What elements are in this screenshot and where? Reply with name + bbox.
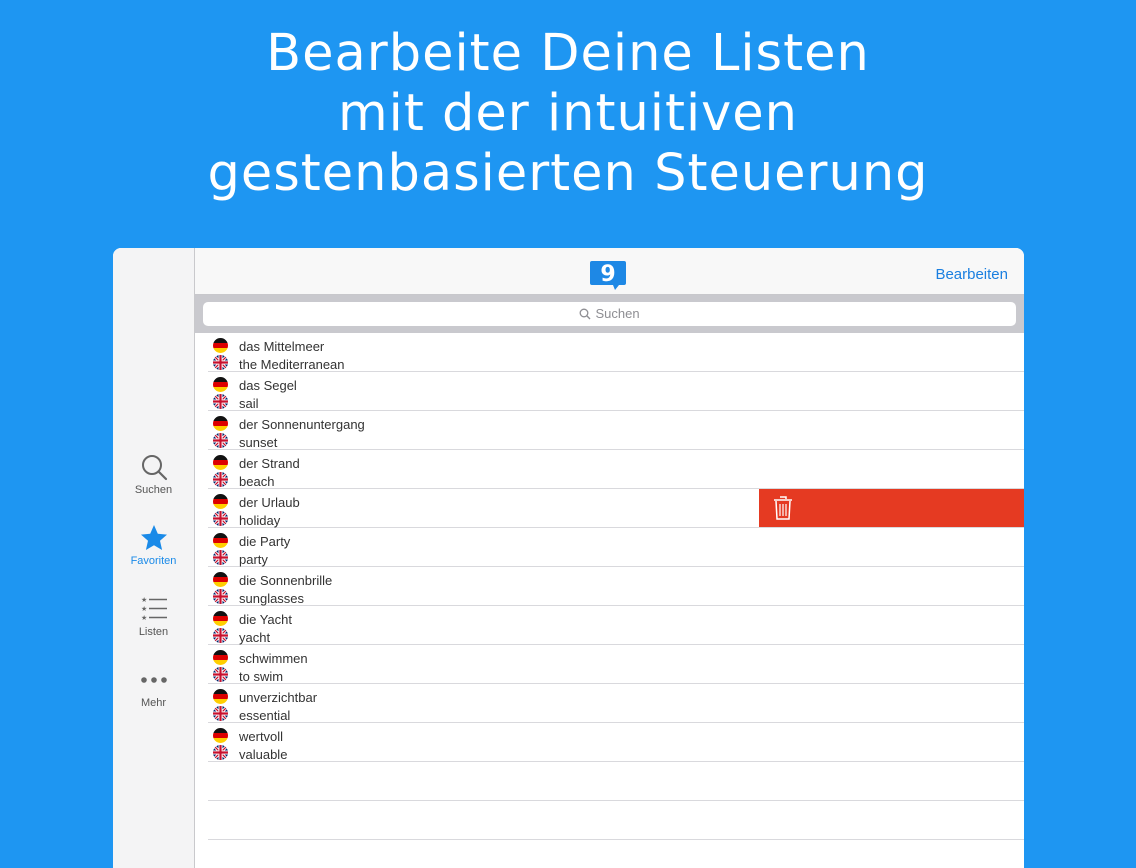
list-item[interactable]: der Sonnenuntergang sunset — [208, 411, 1024, 450]
german-flag-icon — [213, 611, 228, 626]
english-word: valuable — [239, 747, 288, 762]
german-word: das Segel — [239, 378, 297, 393]
german-flag-icon — [213, 728, 228, 743]
more-icon — [140, 677, 167, 683]
uk-flag-icon — [213, 511, 228, 526]
word-list: das Mittelmeer the Mediterranean das Segel… — [195, 333, 1024, 868]
sidebar-item-listen[interactable]: ★ ★ ★ Listen — [113, 594, 194, 638]
uk-flag-icon — [213, 589, 228, 604]
german-flag-icon — [213, 377, 228, 392]
search-icon — [141, 455, 167, 481]
uk-flag-icon — [213, 628, 228, 643]
headline: Bearbeite Deine Listen mit der intuitive… — [0, 24, 1136, 204]
search-placeholder: Suchen — [595, 306, 640, 321]
german-word: schwimmen — [239, 651, 308, 666]
english-word: to swim — [239, 669, 284, 684]
uk-flag-icon — [213, 433, 228, 448]
uk-flag-icon — [213, 394, 228, 409]
list-item[interactable]: die Yacht yacht — [208, 606, 1024, 645]
uk-flag-icon — [213, 745, 228, 760]
german-word: die Yacht — [239, 612, 293, 627]
sidebar-item-label: Favoriten — [130, 555, 177, 567]
headline-line-2: mit der intuitiven — [337, 84, 799, 143]
english-word: essential — [239, 708, 291, 723]
empty-row — [208, 840, 1024, 868]
german-word: wertvoll — [239, 729, 284, 744]
german-word: die Party — [239, 534, 291, 549]
trash-icon — [774, 496, 792, 520]
sidebar-item-mehr[interactable]: Mehr — [113, 665, 194, 709]
english-word: party — [239, 552, 268, 567]
german-flag-icon — [213, 689, 228, 704]
app-window: Suchen Favoriten ★ ★ ★ Listen — [113, 248, 1024, 868]
list-item[interactable]: das Mittelmeer the Mediterranean — [208, 333, 1024, 372]
german-flag-icon — [213, 572, 228, 587]
english-word: yacht — [239, 630, 271, 645]
uk-flag-icon — [213, 667, 228, 682]
uk-flag-icon — [213, 355, 228, 370]
list-icon: ★ ★ ★ — [141, 596, 167, 622]
sidebar-item-label: Listen — [138, 626, 169, 638]
sidebar-item-suchen[interactable]: Suchen — [113, 452, 194, 496]
list-item[interactable]: schwimmen to swim — [208, 645, 1024, 684]
empty-row — [208, 762, 1024, 801]
english-word: holiday — [239, 513, 281, 528]
english-word: sunglasses — [239, 591, 305, 606]
headline-line-1: Bearbeite Deine Listen — [266, 24, 870, 83]
sidebar-item-label: Mehr — [140, 697, 167, 709]
app-logo-text: 9 — [600, 262, 615, 287]
star-icon — [140, 525, 167, 550]
list-item[interactable]: der Strand beach — [208, 450, 1024, 489]
list-item[interactable]: wertvoll valuable — [208, 723, 1024, 762]
german-flag-icon — [213, 650, 228, 665]
german-word: der Strand — [239, 456, 300, 471]
headline-line-3: gestenbasierten Steuerung — [207, 144, 929, 203]
english-word: sail — [239, 396, 259, 411]
navbar: 9 Bearbeiten — [195, 248, 1024, 295]
english-word: beach — [239, 474, 275, 489]
app-logo-icon: 9 — [590, 261, 626, 290]
search-icon — [580, 308, 591, 320]
delete-button[interactable] — [759, 489, 1024, 527]
english-word: the Mediterranean — [239, 357, 345, 372]
english-word: sunset — [239, 435, 278, 450]
german-word: unverzichtbar — [239, 690, 318, 705]
svg-text:★: ★ — [141, 596, 147, 604]
german-flag-icon — [213, 338, 228, 353]
list-item[interactable]: der Urlaub holiday — [208, 489, 1024, 528]
svg-text:★: ★ — [141, 605, 147, 613]
uk-flag-icon — [213, 706, 228, 721]
main-panel: 9 Bearbeiten Suchen das Mittelmeer the Me… — [195, 248, 1024, 868]
list-item[interactable]: die Party party — [208, 528, 1024, 567]
empty-row — [208, 801, 1024, 840]
german-flag-icon — [213, 455, 228, 470]
svg-text:★: ★ — [141, 614, 147, 622]
german-word: der Urlaub — [239, 495, 300, 510]
german-flag-icon — [213, 533, 228, 548]
list-item[interactable]: unverzichtbar essential — [208, 684, 1024, 723]
german-flag-icon — [213, 416, 228, 431]
search-bar: Suchen — [195, 295, 1024, 333]
search-input[interactable]: Suchen — [203, 302, 1016, 326]
edit-button[interactable]: Bearbeiten — [935, 266, 1008, 283]
sidebar: Suchen Favoriten ★ ★ ★ Listen — [113, 248, 195, 868]
list-item[interactable]: das Segel sail — [208, 372, 1024, 411]
german-word: die Sonnenbrille — [239, 573, 333, 588]
german-flag-icon — [213, 494, 228, 509]
sidebar-item-favoriten[interactable]: Favoriten — [113, 523, 194, 567]
uk-flag-icon — [213, 550, 228, 565]
sidebar-item-label: Suchen — [134, 484, 173, 496]
german-word: der Sonnenuntergang — [239, 417, 365, 432]
uk-flag-icon — [213, 472, 228, 487]
german-word: das Mittelmeer — [239, 339, 325, 354]
list-item[interactable]: die Sonnenbrille sunglasses — [208, 567, 1024, 606]
